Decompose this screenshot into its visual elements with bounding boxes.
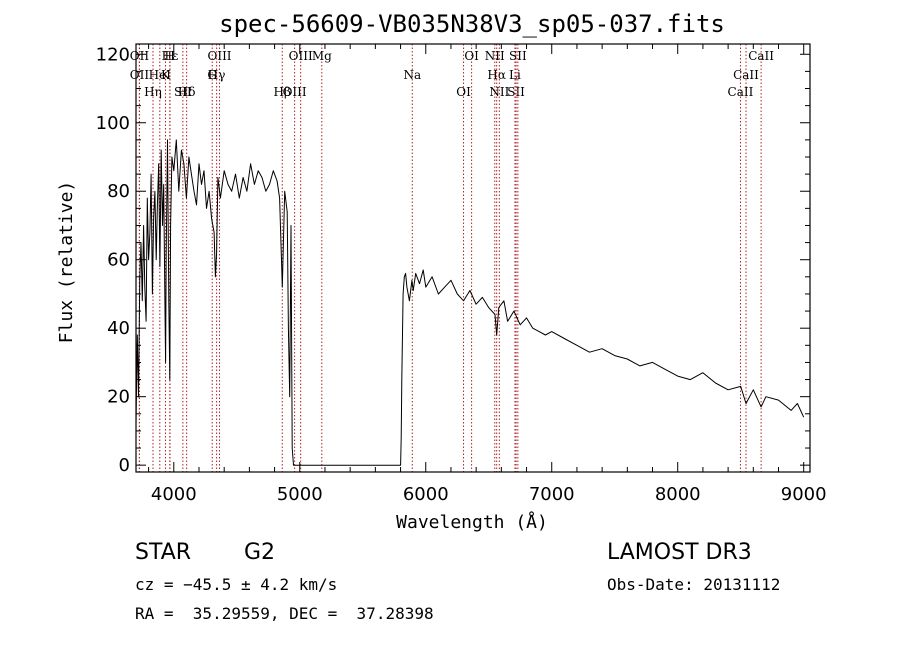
y-tick-label: 100 [96,113,130,134]
observation-date: Obs-Date: 20131112 [607,575,781,594]
redshift-readout: cz = −45.5 ± 4.2 km/s [135,575,338,594]
emission-line-label: Hα [487,68,506,82]
plot-frame [135,43,811,473]
emission-line-label: OI [456,85,471,99]
x-tick-label: 9000 [781,484,827,505]
emission-line-label: OIII [289,49,313,63]
emission-line-label: CaII [728,85,754,99]
y-tick-label: 0 [119,455,130,476]
emission-line-markers: HεKHδOIIHeISIIOIIIHγOIIIOIIIOIIHηHGHβMgN… [130,44,774,472]
y-tick-label: 60 [107,250,130,271]
survey-name: LAMOST DR3 [607,540,752,565]
spectrum-line [135,139,805,466]
emission-line-label: Hβ [274,85,291,99]
object-class: STAR [135,540,192,565]
coordinates-readout: RA = 35.29559, DEC = 37.28398 [135,604,434,623]
emission-line-label: OIII [207,49,231,63]
emission-line-label: Hη [144,85,162,99]
emission-line-label: OIII [283,85,307,99]
emission-line-label: NII [485,49,505,63]
x-tick-label: 8000 [655,484,701,505]
x-tick-label: 5000 [277,484,323,505]
emission-line-label: OII [130,68,150,82]
x-tick-label: 4000 [151,484,197,505]
x-axis-label: Wavelength (Å) [396,511,548,533]
axis-ticks: 4000 5000 6000 7000 8000 9000 0 20 40 60 80 100 120 [96,44,827,505]
emission-line-label: NII [489,85,509,99]
emission-line-label: Hγ [208,68,226,82]
emission-line-label: Na [403,68,421,82]
y-axis-label: Flux (relative) [56,181,77,344]
emission-line-label: G [207,68,217,82]
emission-line-label: OI [464,49,479,63]
emission-line-label: CaII [733,68,759,82]
y-tick-label: 120 [96,44,130,65]
emission-line-label: Mg [312,49,332,63]
chart-title: spec-56609-VB035N38V3_sp05-037.fits [219,10,725,38]
emission-line-label: HeI [149,68,172,82]
x-tick-label: 7000 [529,484,575,505]
y-tick-label: 80 [107,181,130,202]
x-tick-label: 6000 [403,484,449,505]
y-tick-label: 40 [107,318,130,339]
emission-line-label: SII [507,85,525,99]
y-tick-label: 20 [107,387,130,408]
emission-line-label: K [161,68,171,82]
emission-line-label: SII [174,85,192,99]
object-subclass: G2 [244,540,276,565]
emission-line-label: Li [509,68,521,82]
emission-line-label: Hδ [178,85,196,99]
emission-line-label: CaII [748,49,774,63]
emission-line-label: SII [509,49,527,63]
emission-line-label: H [165,49,175,63]
spectrum-series [135,139,805,466]
